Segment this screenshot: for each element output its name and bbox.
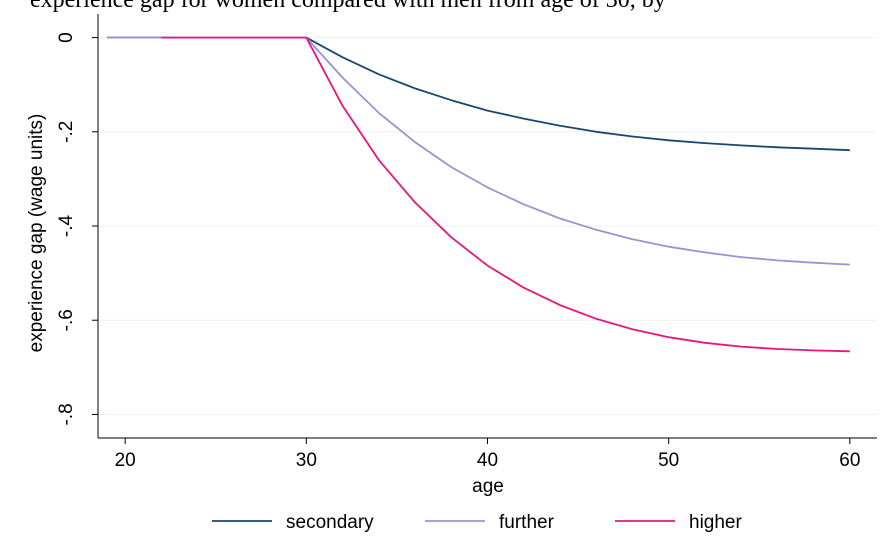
legend-label-secondary: secondary xyxy=(286,512,374,533)
x-tick-label: 50 xyxy=(658,450,679,471)
series-line-higher xyxy=(161,36,850,353)
y-tick-label: -.2 xyxy=(56,121,77,143)
x-tick-label: 20 xyxy=(115,450,136,471)
x-tick-label: 40 xyxy=(477,450,498,471)
legend-label-higher: higher xyxy=(689,512,742,533)
legend-label-further: further xyxy=(499,512,555,533)
series-line-secondary xyxy=(107,36,850,152)
x-axis-title: age xyxy=(472,476,504,497)
series-lines xyxy=(107,36,850,353)
gridlines xyxy=(98,37,877,415)
series-line-further xyxy=(107,36,850,266)
x-tick-label: 30 xyxy=(296,450,317,471)
legend: secondary further higher xyxy=(212,512,742,533)
y-tick-label: -.4 xyxy=(56,214,77,237)
x-ticks: 20 30 40 50 60 xyxy=(115,438,860,471)
y-tick-label: -.8 xyxy=(56,403,77,425)
y-tick-label: 0 xyxy=(56,32,77,43)
y-tick-label: -.6 xyxy=(56,309,77,331)
x-tick-label: 60 xyxy=(839,450,860,471)
y-ticks: 0 -.2 -.4 -.6 -.8 xyxy=(56,32,98,426)
chart-caption: experience gap for women compared with m… xyxy=(0,0,887,12)
y-axis-title: experience gap (wage units) xyxy=(26,114,47,353)
